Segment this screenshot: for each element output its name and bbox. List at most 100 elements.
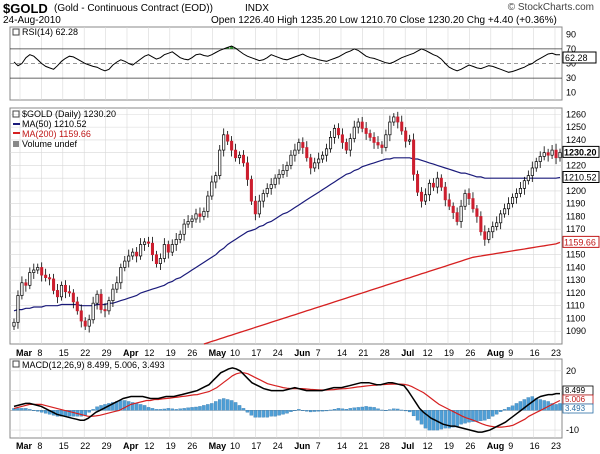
candle-body (103, 309, 107, 312)
macd-histogram-bar (214, 401, 218, 411)
candle-body (332, 128, 337, 138)
price-x-tick-label: Apr (123, 348, 139, 358)
macd-histogram-bar (471, 410, 475, 422)
candle-body (206, 195, 210, 212)
candle-body (178, 233, 182, 240)
macd-histogram-bar (28, 409, 32, 411)
macd-x-tick-label: May (209, 441, 227, 451)
macd-x-tick-label: 17 (251, 441, 261, 451)
macd-histogram-bar (225, 399, 230, 411)
macd-histogram-bar (130, 402, 135, 411)
price-x-tick-label: 26 (187, 348, 197, 358)
macd-histogram-bar (479, 410, 483, 421)
macd-x-tick-label: Jun (294, 441, 310, 451)
macd-x-tick-label: Mar (16, 441, 33, 451)
price-tick-label: 1200 (566, 186, 586, 196)
price-last-value: 1159.66 (564, 237, 596, 247)
macd-histogram-bar (487, 410, 491, 419)
quote-line: Open 1226.40 High 1235.20 Low 1210.70 Cl… (211, 15, 557, 26)
price-x-tick-label: 9 (508, 348, 513, 358)
macd-histogram-bar (301, 410, 305, 412)
candle-body (348, 138, 352, 151)
macd-histogram-bar (364, 406, 368, 411)
candle-body (234, 149, 238, 159)
macd-grid (10, 359, 562, 438)
candle-body (59, 284, 64, 298)
price-tick-label: 1150 (566, 250, 585, 260)
macd-histogram-bar (289, 410, 293, 412)
rsi-legend: RSI(14) 62.28 (22, 27, 78, 37)
candle-body (309, 157, 313, 169)
candle-body (115, 282, 119, 290)
candle-body (48, 277, 52, 280)
macd-histogram-bar (483, 410, 487, 421)
macd-histogram-bar (368, 406, 372, 411)
rsi-panel: 1030507090 RSI(14) 62.28 62.28 (9, 26, 597, 101)
macd-histogram-bar (95, 406, 99, 411)
candle-body (12, 321, 16, 327)
macd-histogram-bar (36, 410, 40, 412)
macd-x-tick-label: 8 (37, 441, 42, 451)
macd-histogram-bar (558, 403, 562, 411)
candle-body (131, 251, 135, 257)
rsi-tick-label: 30 (566, 73, 576, 83)
candle-body (28, 272, 32, 286)
price-x-tick-label: 26 (465, 348, 475, 358)
macd-histogram-bar (380, 409, 384, 411)
macd-x-tick-label: 24 (273, 441, 283, 451)
macd-histogram-bar (447, 410, 451, 429)
candle-body (182, 223, 186, 235)
macd-histogram-bar (277, 410, 281, 416)
price-legend-marker (12, 110, 20, 118)
candle-body (301, 142, 305, 148)
candle-body (111, 288, 115, 301)
candle-body (253, 200, 257, 215)
candle-body (396, 116, 400, 123)
candle-body (135, 251, 139, 257)
candle-body (368, 133, 372, 138)
macd-histogram-bar (142, 405, 147, 411)
macd-histogram-bar (554, 404, 558, 411)
candle-body (416, 173, 420, 193)
macd-histogram-bar (514, 403, 519, 411)
price-x-tick-label: Aug (487, 348, 505, 358)
price-tick-label: 1120 (566, 288, 585, 298)
macd-line (13, 367, 560, 433)
macd-histogram-bar (241, 408, 246, 411)
candle-body (404, 130, 408, 142)
macd-histogram-bar (83, 410, 87, 416)
macd-histogram-bar (538, 399, 542, 411)
macd-histogram-bar (265, 410, 269, 418)
macd-histogram-bar (372, 407, 376, 411)
macd-histogram-bar (376, 408, 380, 411)
candle-body (71, 292, 75, 303)
candle-body (293, 149, 297, 156)
macd-last-value-box (562, 403, 594, 414)
candle-body (412, 139, 416, 175)
macd-x-tick-label: 28 (380, 441, 390, 451)
macd-histogram-bar (396, 408, 400, 411)
macd-tick-label: 20 (566, 366, 576, 376)
price-legend-symbol: $GOLD (Daily) 1230.20 (22, 109, 116, 119)
price-tick-label: 1170 (566, 224, 585, 234)
candle-body (265, 188, 269, 194)
macd-histogram-bar (39, 410, 44, 413)
macd-signal-line (13, 372, 561, 428)
rsi-line (13, 45, 560, 73)
candle-body (237, 154, 242, 159)
macd-histogram-bar (494, 410, 499, 415)
macd-histogram-bar (162, 408, 167, 411)
watermark: © StockCharts.com (507, 2, 594, 13)
candle-body (558, 152, 562, 159)
macd-histogram-bar (245, 410, 250, 413)
candle-body (328, 136, 333, 150)
candle-body (75, 301, 79, 312)
macd-x-tick-label: 23 (551, 441, 561, 451)
price-x-tick-label: 21 (358, 348, 368, 358)
candle-body (226, 134, 230, 142)
macd-x-tick-label: 26 (187, 441, 197, 451)
price-x-axis: Mar 8 15 22 29 Apr 12 19 26 May 10 17 24 Jun 7 14 21 28 Ju… (16, 348, 561, 358)
candle-body (230, 140, 234, 151)
macd-histogram-bar (297, 409, 301, 411)
